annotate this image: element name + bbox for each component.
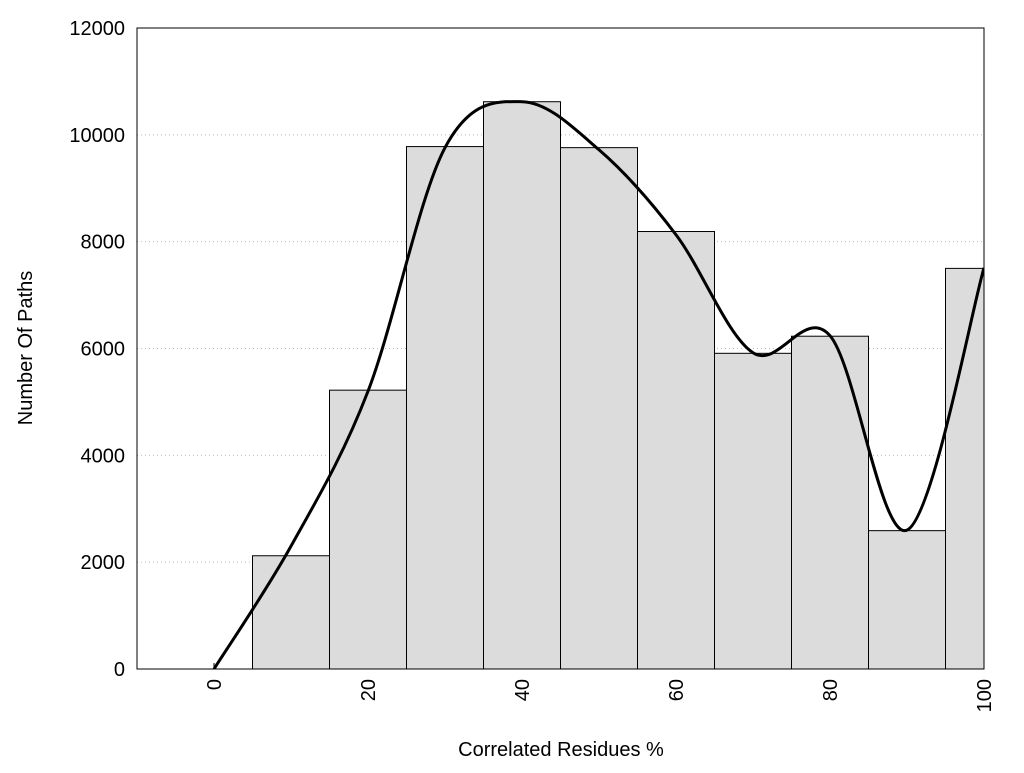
y-tick-label: 2000: [81, 552, 126, 574]
x-tick-label: 60: [666, 679, 688, 701]
bar: [791, 335, 869, 669]
x-tick-label: 40: [512, 679, 534, 701]
y-tick-label: 12000: [69, 18, 125, 40]
curve: [212, 100, 984, 669]
y-tick-label: 8000: [81, 232, 126, 254]
x-tick-label: 80: [820, 679, 842, 701]
bar: [868, 530, 946, 669]
y-axis-label: Number Of Paths: [15, 271, 37, 426]
bar: [637, 231, 715, 669]
y-tick-label: 4000: [81, 445, 126, 467]
bar: [560, 147, 638, 669]
y-tick-label: 10000: [69, 125, 125, 147]
bar: [252, 555, 330, 669]
x-tick-label: 100: [974, 679, 996, 712]
bar: [945, 267, 984, 669]
x-tick-label: 20: [358, 679, 380, 701]
plot-area: [212, 100, 984, 669]
x-tick-label: 0: [204, 679, 226, 690]
bar: [483, 101, 561, 669]
bar: [714, 352, 792, 669]
y-tick-label: 0: [114, 659, 125, 681]
plot-frame: [136, 27, 985, 670]
y-tick-label: 6000: [81, 339, 126, 361]
x-axis-label: Correlated Residues %: [458, 739, 664, 761]
bar: [329, 389, 407, 669]
